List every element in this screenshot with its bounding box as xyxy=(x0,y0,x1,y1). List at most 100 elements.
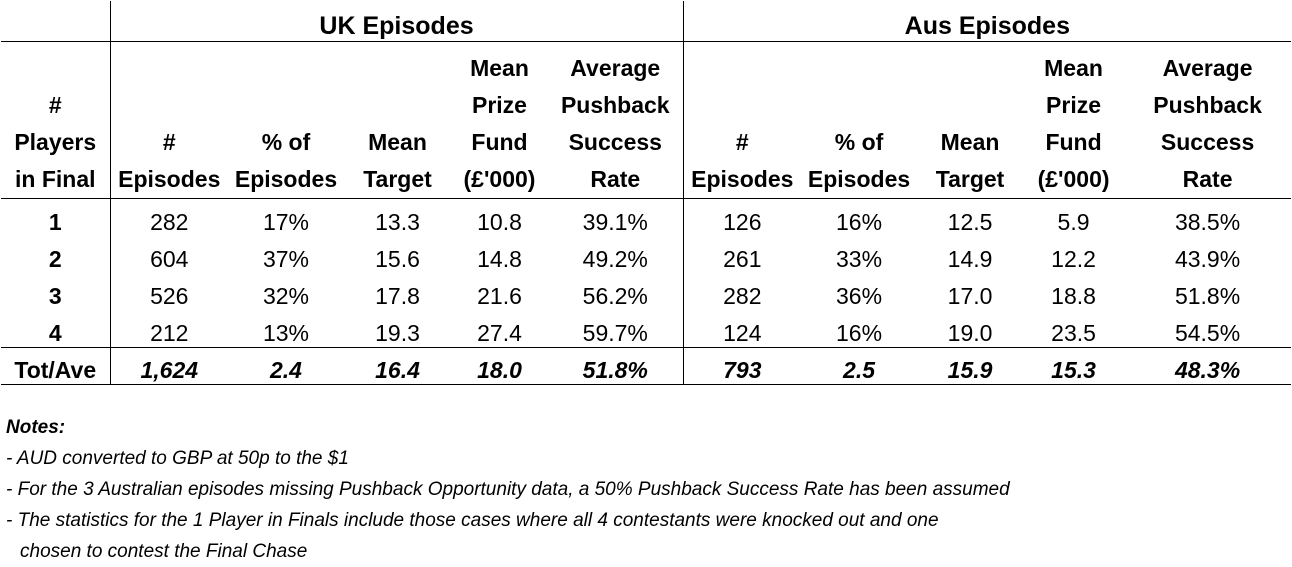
uk-pushback-success-header: Average Pushback Success Rate xyxy=(548,41,684,199)
header-line: Prize xyxy=(1046,92,1102,118)
header-line: Pushback xyxy=(1153,92,1262,118)
aus-num-episodes-header: # Episodes xyxy=(682,41,802,199)
table-cell: 261 xyxy=(682,236,802,273)
table-cell: 17.8 xyxy=(375,283,420,309)
header-line: Fund xyxy=(1045,129,1102,155)
header-line: % of xyxy=(834,129,884,155)
row-label: 1 xyxy=(48,209,62,235)
total-cell: 2.4 xyxy=(228,347,344,385)
table-cell: 282 xyxy=(682,273,802,310)
table-cell: 12.2 xyxy=(1051,246,1096,272)
header-line: # xyxy=(735,129,749,155)
table-cell: 14.8 xyxy=(477,246,522,272)
table-cell: 526 xyxy=(109,273,228,310)
header-line: Target xyxy=(935,166,1005,192)
uk-pct-episodes-header: % of Episodes xyxy=(228,41,344,199)
table-cell: 18.8 xyxy=(1051,283,1096,309)
total-cell: 51.8% xyxy=(548,347,684,385)
table-cell: 38.5% xyxy=(1174,209,1241,235)
table-cell: 124 xyxy=(682,310,802,348)
table-cell: 5.9 xyxy=(1057,209,1090,235)
uk-mean-target-header: Mean Target xyxy=(344,41,451,199)
total-cell: 16.4 xyxy=(344,347,451,385)
header-line: Mean xyxy=(368,129,427,155)
table-row: 4 212 13% 19.3 27.4 59.7% 124 16% 19.0 2… xyxy=(1,310,1291,348)
header-line: Prize xyxy=(472,92,527,118)
column-header-row: # Players in Final # Episodes % of Episo… xyxy=(1,41,1292,199)
table-cell: 51.8% xyxy=(1174,283,1241,309)
table-cell: 16% xyxy=(836,209,883,235)
header-line: Players xyxy=(14,129,97,155)
table-cell: 56.2% xyxy=(582,283,648,309)
uk-num-episodes-header: # Episodes xyxy=(109,41,228,199)
table-cell: 15.6 xyxy=(375,246,420,272)
total-cell: 1,624 xyxy=(109,347,228,385)
table-cell: 282 xyxy=(109,198,228,236)
notes-title: Notes: xyxy=(6,417,66,438)
table-cell: 23.5 xyxy=(1051,320,1096,346)
table-cell: 33% xyxy=(836,246,883,272)
table-cell: 17% xyxy=(262,209,310,235)
aus-mean-prize-fund-header: Mean Prize Fund (£'000) xyxy=(1023,41,1125,199)
table-cell: 37% xyxy=(262,246,310,272)
total-cell: 15.3 xyxy=(1023,347,1125,385)
players-in-final-header: # Players in Final xyxy=(1,41,110,199)
header-line: # xyxy=(162,129,176,155)
table-row: 1 282 17% 13.3 10.8 39.1% 126 16% 12.5 5… xyxy=(1,198,1291,236)
aus-episodes-header: Aus Episodes xyxy=(682,1,1292,42)
total-cell: 48.3% xyxy=(1124,347,1292,385)
header-line: % of xyxy=(261,129,311,155)
table-cell: 43.9% xyxy=(1174,246,1241,272)
header-line: (£'000) xyxy=(1037,166,1110,192)
table-cell: 17.0 xyxy=(947,283,993,309)
row-label: 2 xyxy=(48,246,62,272)
table-cell: 126 xyxy=(682,198,802,236)
note-line: - AUD converted to GBP at 50p to the $1 xyxy=(6,448,349,469)
table-cell: 21.6 xyxy=(477,283,522,309)
table-cell: 27.4 xyxy=(477,320,522,346)
aus-pct-episodes-header: % of Episodes xyxy=(801,41,918,199)
table-cell: 10.8 xyxy=(477,209,522,235)
header-line: Target xyxy=(363,166,432,192)
header-line: # xyxy=(48,92,62,118)
table-row: 2 604 37% 15.6 14.8 49.2% 261 33% 14.9 1… xyxy=(1,236,1291,273)
header-line: Episodes xyxy=(234,166,338,192)
uk-episodes-header: UK Episodes xyxy=(109,1,684,42)
group-header-row: UK Episodes Aus Episodes xyxy=(1,1,1292,42)
uk-mean-prize-fund-header: Mean Prize Fund (£'000) xyxy=(451,41,548,199)
header-line: Episodes xyxy=(691,166,794,192)
table-cell: 32% xyxy=(262,283,310,309)
table-cell: 59.7% xyxy=(582,320,648,346)
header-line: Fund xyxy=(471,129,528,155)
table-cell: 49.2% xyxy=(582,246,648,272)
header-line: Pushback xyxy=(560,92,670,118)
total-label: Tot/Ave xyxy=(1,347,110,385)
header-line: Success xyxy=(1160,129,1255,155)
header-line: in Final xyxy=(15,166,96,192)
aus-mean-target-header: Mean Target xyxy=(917,41,1024,199)
table-cell: 13.3 xyxy=(375,209,420,235)
note-line: chosen to contest the Final Chase xyxy=(20,541,308,562)
table-cell: 212 xyxy=(109,310,228,348)
table-cell: 16% xyxy=(836,320,883,346)
table-cell: 14.9 xyxy=(947,246,993,272)
header-line: Rate xyxy=(1182,166,1233,192)
episode-stats-table: UK Episodes Aus Episodes # Players in Fi… xyxy=(1,1,1292,385)
row-label: 3 xyxy=(48,283,62,309)
header-line: Rate xyxy=(590,166,641,192)
header-line: Average xyxy=(1162,55,1253,81)
note-line: - For the 3 Australian episodes missing … xyxy=(6,479,1010,500)
total-cell: 793 xyxy=(682,347,802,385)
corner-cell xyxy=(1,1,110,42)
table-cell: 13% xyxy=(262,320,310,346)
total-cell: 2.5 xyxy=(801,347,918,385)
table-cell: 12.5 xyxy=(947,209,993,235)
table-cell: 19.0 xyxy=(947,320,993,346)
header-line: Mean xyxy=(470,55,529,81)
table-cell: 36% xyxy=(836,283,883,309)
header-line: Episodes xyxy=(118,166,221,192)
header-line: Success xyxy=(568,129,662,155)
total-cell: 15.9 xyxy=(917,347,1024,385)
total-row: Tot/Ave 1,624 2.4 16.4 18.0 51.8% 793 2.… xyxy=(1,347,1292,385)
table-cell: 19.3 xyxy=(375,320,420,346)
